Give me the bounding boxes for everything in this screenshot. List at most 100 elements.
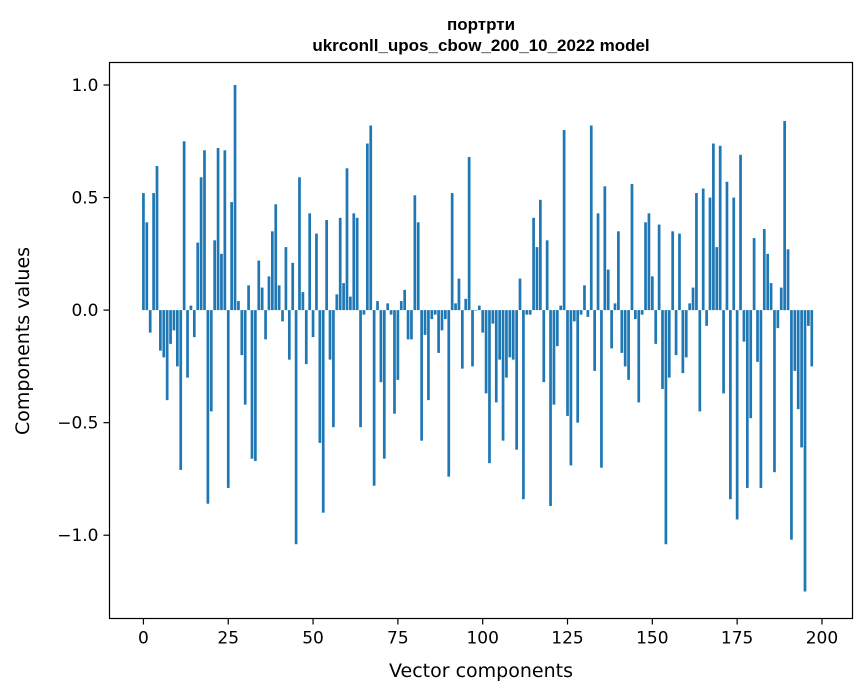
bar <box>494 310 498 403</box>
bar <box>410 310 413 340</box>
bar <box>376 301 379 311</box>
bar <box>474 310 478 311</box>
bar <box>667 310 671 378</box>
bar <box>416 222 420 311</box>
bar <box>593 310 597 371</box>
x-tick-label: 125 <box>551 629 583 649</box>
bar <box>759 310 763 488</box>
bar <box>481 310 485 333</box>
bar <box>169 310 172 344</box>
y-tick-label: 0.5 <box>71 189 98 209</box>
bar <box>318 310 322 443</box>
bar <box>270 231 274 311</box>
bar <box>630 184 634 311</box>
bar <box>756 310 759 362</box>
bar <box>647 213 651 311</box>
bar <box>460 310 464 369</box>
bar <box>142 193 145 311</box>
bar <box>349 296 352 311</box>
bar <box>542 310 546 383</box>
bar <box>396 310 400 380</box>
bar <box>790 310 793 540</box>
bar <box>532 217 535 311</box>
bar <box>447 310 451 477</box>
bar <box>729 310 732 500</box>
x-tick-label: 50 <box>302 629 324 649</box>
bar <box>196 242 200 311</box>
bar <box>311 310 315 338</box>
bar <box>216 148 220 311</box>
bar <box>518 278 522 311</box>
bar <box>555 310 559 347</box>
bar <box>549 310 552 506</box>
bar <box>189 305 193 311</box>
bar <box>576 310 580 423</box>
bar <box>260 287 264 311</box>
bar <box>352 213 356 311</box>
x-tick-label: 150 <box>636 629 668 649</box>
bar <box>796 310 800 410</box>
bar <box>328 310 332 360</box>
bar <box>644 222 647 311</box>
bar <box>399 301 403 311</box>
bar <box>386 303 390 311</box>
bar <box>308 213 312 311</box>
bar <box>338 217 342 311</box>
bar <box>589 125 593 311</box>
y-tick-label: −1.0 <box>57 526 98 546</box>
bar <box>654 310 658 344</box>
bar <box>596 213 600 311</box>
bar <box>488 310 491 464</box>
bar <box>664 310 668 545</box>
bar <box>454 303 457 311</box>
bar <box>786 249 790 311</box>
bar <box>359 310 362 428</box>
bar <box>206 310 210 504</box>
bar <box>332 310 335 428</box>
bar <box>583 285 586 311</box>
bar <box>572 310 576 322</box>
y-axis-label: Components values <box>12 247 34 435</box>
bar <box>247 285 250 311</box>
bar <box>657 224 661 311</box>
bar <box>148 310 152 333</box>
bar <box>457 278 461 311</box>
bar <box>725 181 729 311</box>
bar <box>301 292 305 311</box>
x-tick-label: 0 <box>138 629 149 649</box>
bar <box>274 204 278 311</box>
bar <box>413 195 417 311</box>
bar <box>287 310 291 360</box>
bar <box>539 199 542 311</box>
bar <box>511 310 515 360</box>
bar <box>552 310 556 405</box>
bar <box>742 310 746 342</box>
bar <box>155 166 159 311</box>
bar <box>515 310 518 450</box>
bar <box>545 240 549 311</box>
bar <box>678 233 681 311</box>
bar <box>779 287 783 311</box>
bar <box>233 85 237 311</box>
x-axis-label: Vector components <box>389 660 573 682</box>
bar <box>209 310 213 412</box>
bar <box>382 310 386 459</box>
bar <box>393 310 396 414</box>
bar <box>342 283 345 311</box>
bar <box>250 310 254 459</box>
y-tick-label: −0.5 <box>57 414 98 434</box>
bar <box>718 145 722 311</box>
bar <box>162 310 166 358</box>
chart-title: портрти <box>447 15 515 34</box>
bar <box>491 310 495 324</box>
bar <box>477 305 481 311</box>
bar <box>220 253 223 311</box>
bar <box>240 310 244 356</box>
bar <box>277 285 281 311</box>
bar <box>427 310 430 401</box>
bar <box>623 310 627 367</box>
y-axis-ticks: 1.0 0.5 0.0 −0.5 −1.0 <box>57 76 110 546</box>
bar <box>159 310 162 351</box>
x-tick-label: 200 <box>806 629 838 649</box>
bar <box>661 310 664 389</box>
